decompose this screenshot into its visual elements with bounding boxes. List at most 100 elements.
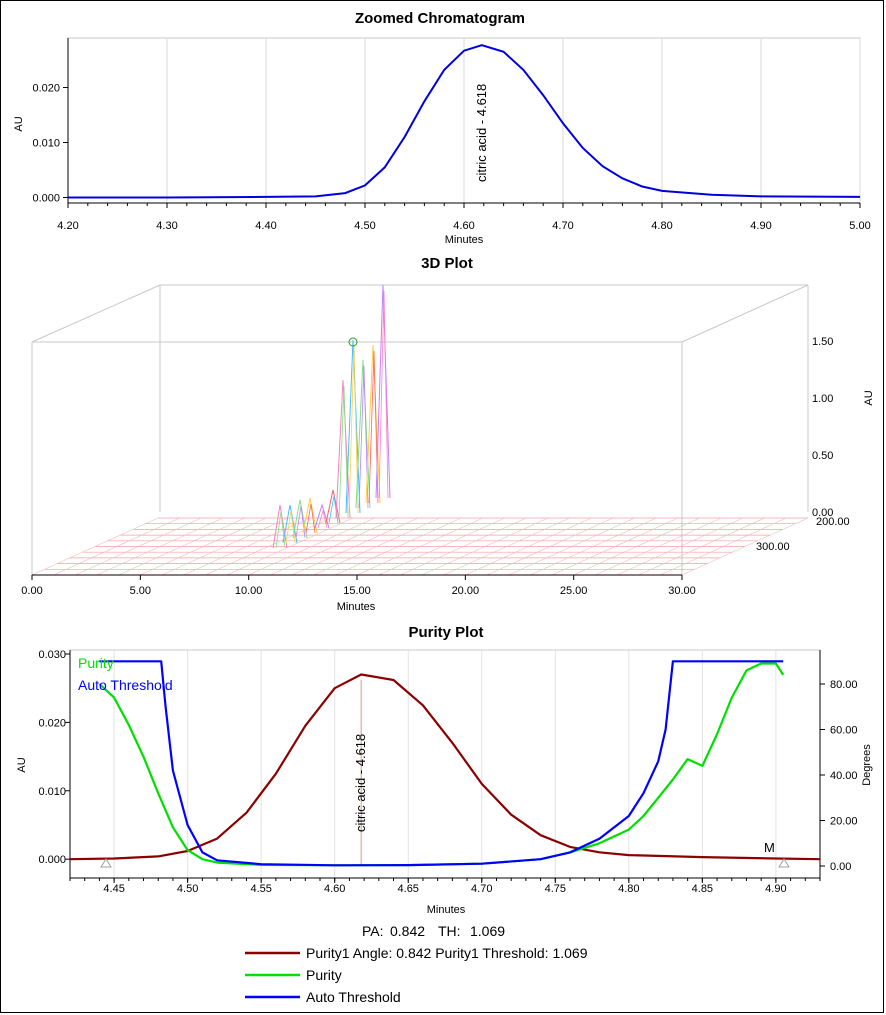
x-tick-label: 30.00 — [668, 585, 696, 597]
chart2-z-ticks: 0.00 0.50 1.00 1.50 — [812, 336, 833, 519]
floor-col — [140, 517, 267, 576]
z-tick-label: 0.50 — [812, 450, 833, 462]
chart2-x-label: Minutes — [337, 601, 376, 613]
floor-col — [356, 517, 484, 576]
spectrum-spike — [368, 350, 379, 504]
z-tick-label: 1.00 — [812, 393, 833, 405]
chart2-x-ticks: 0.00 5.00 10.00 15.00 20.00 25.00 30.00 — [21, 574, 696, 597]
spectrum-spike — [275, 510, 286, 549]
floor-col — [573, 517, 700, 576]
x-tick-label: 4.50 — [354, 220, 375, 232]
spectrum-spike — [378, 290, 389, 499]
chart1-y-ticks: 0.000 0.010 0.020 — [32, 83, 68, 205]
chart3-y2-ticks: 0.00 20.00 40.00 60.00 80.00 — [820, 679, 858, 873]
chart1-gridlines — [67, 38, 861, 203]
chart3-m-marker: M — [764, 840, 775, 855]
y2-tick-label: 40.00 — [830, 770, 858, 782]
y2-tick-label: 20.00 — [830, 816, 858, 828]
chart2-floor-grid — [31, 517, 809, 576]
y2-tick-label: 0.00 — [830, 861, 851, 873]
floor-col — [291, 517, 419, 576]
floor-col — [616, 517, 744, 576]
spectrum-spike — [355, 359, 371, 509]
floor-col — [595, 517, 722, 576]
legend-label-auto-threshold: Auto Threshold — [306, 989, 401, 1005]
x-tick-label: 4.40 — [255, 220, 276, 232]
spectrum-spike — [358, 365, 369, 509]
z-tick-label: 0.00 — [812, 507, 833, 519]
wavelength-tick-label: 300.00 — [756, 541, 790, 553]
x-tick-label: 4.65 — [398, 883, 419, 895]
purity-plot: Purity Plot 4.45 4.50 4.55 4.60 4.65 4.70 4.75… — [16, 624, 873, 916]
chart3-peak-label: citric acid - 4.618 — [353, 734, 368, 832]
floor-col — [205, 517, 332, 576]
x-tick-label: 4.30 — [156, 220, 177, 232]
chart3-title: Purity Plot — [408, 624, 483, 641]
y-tick-label: 0.000 — [32, 193, 60, 205]
x-tick-label: 25.00 — [560, 585, 588, 597]
floor-col — [508, 517, 635, 576]
spectrum-spike — [338, 385, 349, 519]
floor-col — [75, 517, 202, 576]
chart3-series-line-1 — [98, 662, 785, 867]
spectrum-spike — [345, 339, 361, 514]
spectrum-spike — [365, 344, 381, 504]
x-tick-label: 4.60 — [453, 220, 474, 232]
floor-col — [681, 517, 809, 576]
floor-col — [660, 517, 787, 576]
floor-col — [96, 517, 224, 576]
chart1-series-group — [68, 44, 861, 199]
x-tick-label: 4.90 — [765, 883, 786, 895]
chart3-y-ticks: 0.000 0.010 0.020 0.030 — [38, 649, 70, 866]
x-tick-label: 0.00 — [21, 585, 42, 597]
chart3-x-ticks: 4.45 4.50 4.55 4.60 4.65 4.70 4.75 4.80 4.85 4.90 — [69, 878, 821, 895]
pa-value: 0.842 — [390, 923, 425, 939]
chart3-series-line-0 — [69, 673, 821, 861]
floor-col — [248, 517, 375, 576]
y-tick-label: 0.020 — [38, 717, 66, 729]
legend-label-purity: Purity — [306, 967, 342, 983]
y2-tick-label: 80.00 — [830, 679, 858, 691]
x-tick-label: 4.70 — [471, 883, 492, 895]
floor-col — [270, 517, 397, 576]
y-tick-label: 0.010 — [32, 138, 60, 150]
legend-label-purity1-angle: Purity1 Angle: 0.842 Purity1 Threshold: … — [306, 945, 588, 961]
floor-col — [421, 517, 549, 576]
x-tick-label: 4.70 — [552, 220, 573, 232]
chart1-x-ticks: 4.20 4.30 4.40 4.50 4.60 4.70 4.80 4.90 5.00 — [57, 203, 871, 232]
floor-col — [118, 517, 245, 576]
floor-col — [638, 517, 765, 576]
floor-col — [486, 517, 614, 576]
purity-summary: PA: 0.842 TH: 1.069 — [362, 923, 505, 939]
x-tick-label: 4.75 — [545, 883, 566, 895]
spectrum-spike — [335, 379, 351, 519]
floor-col — [226, 517, 354, 576]
x-tick-label: 5.00 — [849, 220, 870, 232]
floor-col — [378, 517, 505, 576]
y2-tick-label: 60.00 — [830, 725, 858, 737]
x-tick-label: 10.00 — [235, 585, 263, 597]
floor-col — [31, 517, 159, 576]
chart1-series-line — [68, 44, 861, 199]
spectrum-spike — [302, 497, 318, 534]
chart1-y-label: AU — [13, 116, 25, 131]
y-tick-label: 0.020 — [32, 83, 60, 95]
zoomed-chromatogram: Zoomed Chromatogram 4.20 4.30 4.40 4.50 4.60… — [13, 10, 871, 246]
chart1-title: Zoomed Chromatogram — [355, 10, 525, 27]
x-tick-label: 4.90 — [750, 220, 771, 232]
chart1-x-label: Minutes — [445, 234, 484, 246]
spectrum-spike — [325, 489, 341, 524]
floor-col — [53, 517, 180, 576]
y-tick-label: 0.000 — [38, 854, 66, 866]
floor-col — [313, 517, 440, 576]
chart-legend: Purity1 Angle: 0.842 Purity1 Threshold: … — [245, 945, 588, 1005]
box-edge — [31, 284, 161, 343]
spectrum-spike — [375, 284, 391, 499]
spectrum-spike — [305, 503, 316, 534]
wavelength-tick-label: 200.00 — [816, 516, 850, 528]
chart2-title: 3D Plot — [421, 255, 473, 272]
x-tick-label: 4.85 — [692, 883, 713, 895]
3d-plot: 3D Plot 0.00 5.00 10.00 15.00 20.00 25.00 30.0… — [21, 255, 875, 613]
box-edge — [681, 284, 809, 343]
